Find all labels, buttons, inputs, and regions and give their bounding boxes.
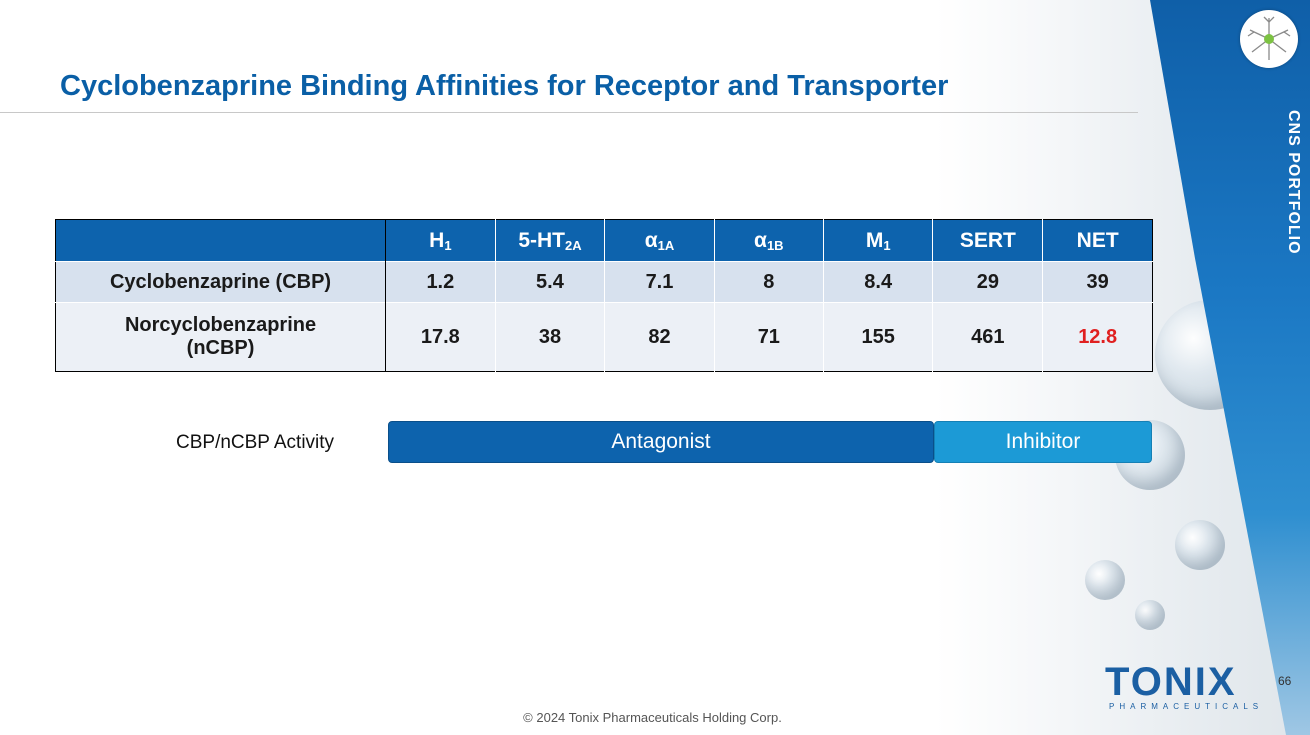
title-divider (0, 112, 1138, 113)
tonix-logo: TONIX (1105, 660, 1237, 704)
header-m1: M1 (822, 219, 933, 262)
header-net: NET (1042, 219, 1153, 262)
page-number: 66 (1278, 674, 1292, 688)
cell-value: 8.4 (822, 261, 933, 303)
cell-value: 1.2 (385, 261, 496, 303)
cell-value: 71 (713, 302, 824, 372)
cell-value: 8 (713, 261, 824, 303)
header-alpha1b: α1B (713, 219, 824, 262)
cell-value: 38 (494, 302, 605, 372)
header-alpha1a: α1A (604, 219, 715, 262)
cell-value: 461 (932, 302, 1043, 372)
cell-value: 39 (1042, 261, 1153, 303)
cell-value-highlighted: 12.8 (1042, 302, 1153, 372)
copyright-footer: © 2024 Tonix Pharmaceuticals Holding Cor… (523, 710, 782, 725)
antagonist-bar: Antagonist (388, 421, 934, 463)
tonix-logo-subtitle: PHARMACEUTICALS (1109, 702, 1264, 711)
row-label-ncbp: Norcyclobenzaprine (nCBP) (55, 302, 387, 372)
binding-affinity-table: H1 5-HT2A α1A α1B M1 SERT NET Cyclobenza… (55, 219, 1153, 372)
header-sert: SERT (932, 219, 1043, 262)
section-label: CNS PORTFOLIO (1285, 110, 1302, 255)
cell-value: 17.8 (385, 302, 496, 372)
header-h1: H1 (385, 219, 496, 262)
cell-value: 5.4 (494, 261, 605, 303)
cell-value: 29 (932, 261, 1043, 303)
header-blank (55, 219, 387, 262)
table-row: Norcyclobenzaprine (nCBP) 17.8 38 82 71 … (55, 302, 1153, 372)
table-row: Cyclobenzaprine (CBP) 1.2 5.4 7.1 8 8.4 … (55, 261, 1153, 303)
neuron-logo-icon (1240, 10, 1298, 68)
header-5ht2a: 5-HT2A (494, 219, 605, 262)
cell-value: 82 (604, 302, 715, 372)
activity-label: CBP/nCBP Activity (176, 432, 335, 453)
inhibitor-bar: Inhibitor (934, 421, 1152, 463)
row-label-cbp: Cyclobenzaprine (CBP) (55, 261, 387, 303)
page-title: Cyclobenzaprine Binding Affinities for R… (60, 70, 949, 102)
table-header-row: H1 5-HT2A α1A α1B M1 SERT NET (55, 219, 1153, 262)
cell-value: 155 (822, 302, 933, 372)
cell-value: 7.1 (604, 261, 715, 303)
